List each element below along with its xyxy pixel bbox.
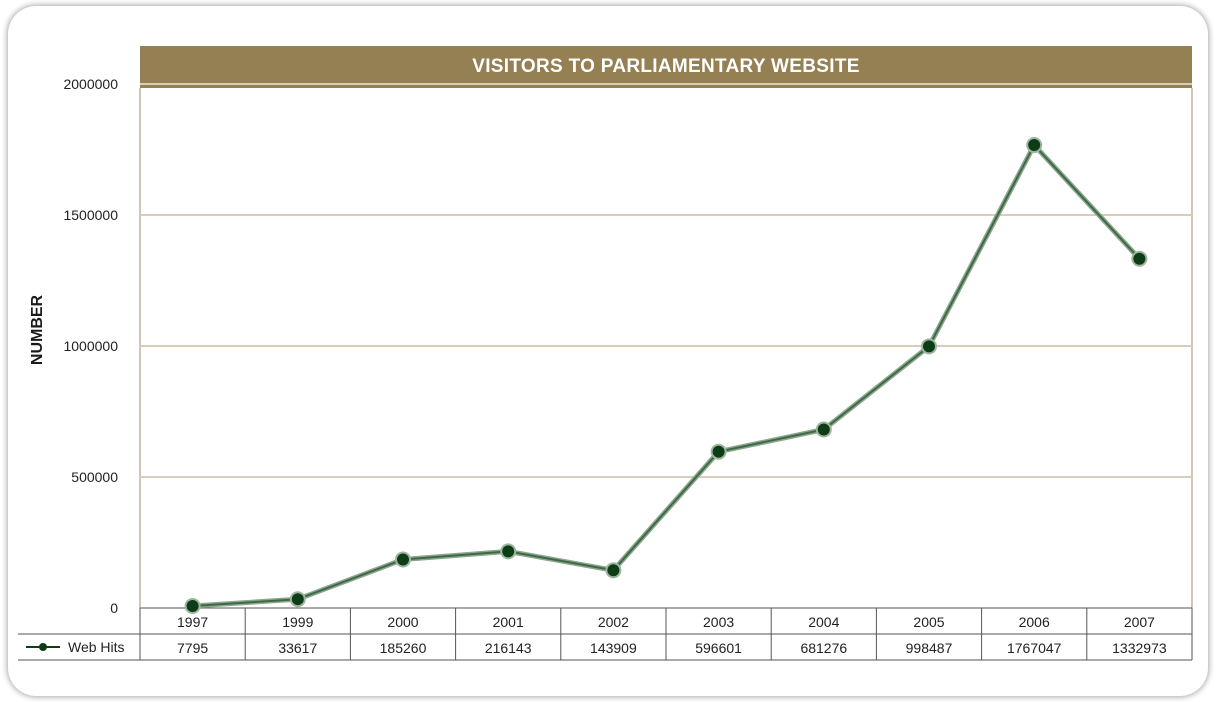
chart-card [8,6,1208,696]
data-value-label: 185260 [380,640,427,656]
x-tick-label: 2007 [1124,614,1155,630]
x-tick-label: 2005 [913,614,944,630]
data-point [607,564,620,577]
data-point [291,593,304,606]
data-point [817,423,830,436]
data-value-label: 998487 [906,640,953,656]
chart-title: VISITORS TO PARLIAMENTARY WEBSITE [140,46,1192,88]
y-tick-label: 1500000 [63,207,118,223]
data-value-label: 681276 [800,640,847,656]
data-value-label: 1332973 [1112,640,1167,656]
data-value-label: 143909 [590,640,637,656]
y-tick-label: 500000 [71,469,118,485]
series-line [192,144,1141,607]
data-value-label: 1767047 [1007,640,1062,656]
legend-entry: Web Hits [68,639,125,655]
y-tick-label: 1000000 [63,338,118,354]
y-tick-label: 0 [110,600,118,616]
data-value-label: 33617 [278,640,317,656]
x-tick-label: 1999 [282,614,313,630]
data-point [1133,252,1146,265]
x-tick-label: 2002 [598,614,629,630]
legend-marker [39,643,47,651]
x-tick-label: 2003 [703,614,734,630]
x-tick-label: 1997 [177,614,208,630]
data-value-label: 596601 [695,640,742,656]
x-tick-label: 2006 [1019,614,1050,630]
x-tick-label: 2004 [808,614,839,630]
data-point [397,553,409,566]
x-tick-label: 2001 [493,614,524,630]
y-tick-label: 2000000 [63,76,118,92]
data-value-label: 7795 [177,640,208,656]
x-tick-label: 2000 [387,614,418,630]
data-point [923,340,935,353]
data-point [1028,139,1041,152]
data-value-label: 216143 [485,640,532,656]
data-point [186,599,199,612]
data-point [502,545,515,558]
data-point [712,445,725,458]
